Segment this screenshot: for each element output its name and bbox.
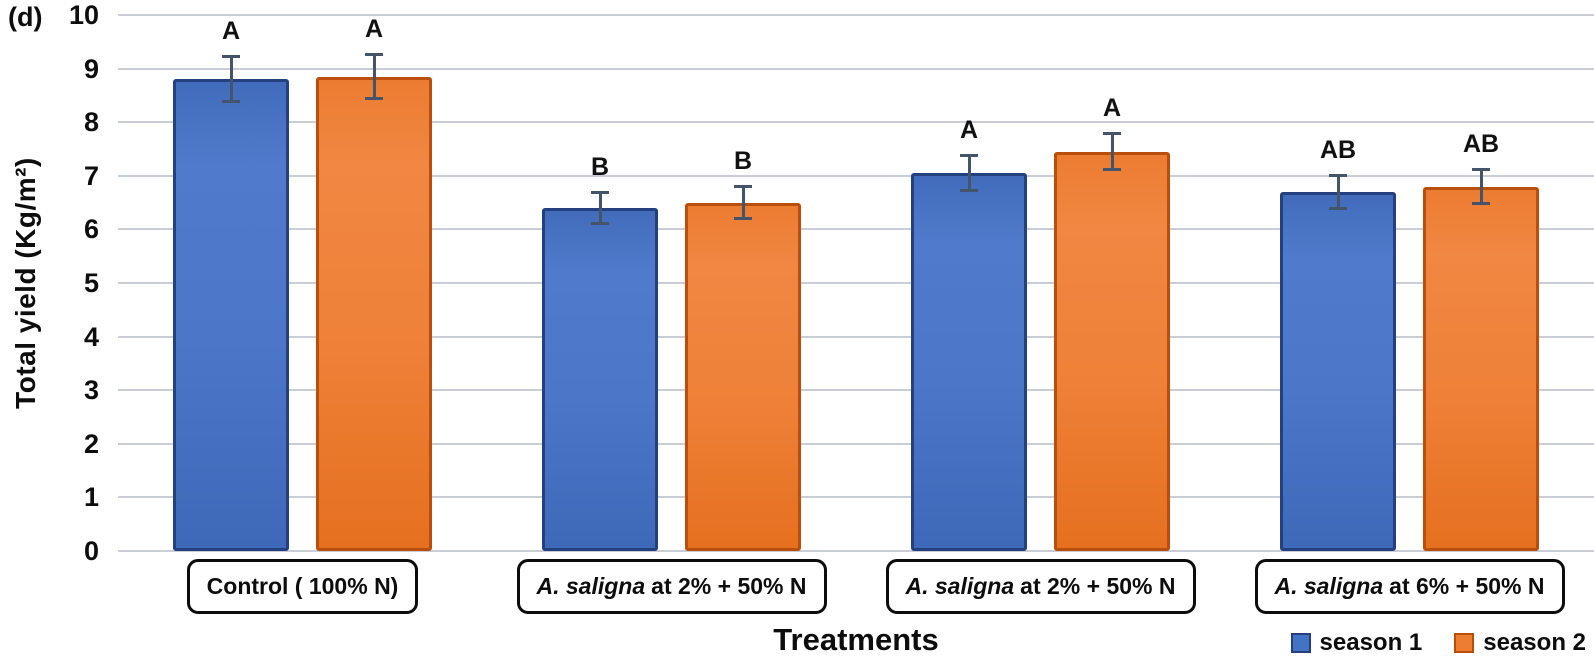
x-axis-title: Treatments <box>773 622 939 657</box>
error-bar <box>741 185 745 220</box>
category-cell: A. saligna at 2% + 50% N <box>487 559 856 614</box>
gridline <box>118 389 1594 392</box>
y-tick-label: 8 <box>83 107 99 138</box>
bar-season-2-group-3 <box>1054 151 1170 551</box>
gridline <box>118 121 1594 124</box>
bar-season-1-group-2 <box>542 207 658 551</box>
error-bar <box>598 190 602 226</box>
category-row: Control ( 100% N) A. saligna at 2% + 50% N… <box>118 559 1594 614</box>
y-tick-label: 7 <box>83 160 99 191</box>
bar-group-4: AB AB <box>1225 15 1594 551</box>
significance-letter: AB <box>1319 136 1357 165</box>
error-bar <box>229 55 233 104</box>
category-cell: Control ( 100% N) <box>118 559 487 614</box>
y-tick-label: 3 <box>83 375 99 406</box>
error-bar <box>372 53 376 101</box>
gridline <box>118 228 1594 231</box>
significance-letter: A <box>364 15 384 44</box>
bar-season-1-group-4 <box>1280 191 1396 551</box>
y-tick-label: 9 <box>83 53 99 84</box>
plot-area: A A B B A A AB AB <box>118 14 1594 552</box>
legend: season 1 season 2 <box>1280 629 1586 657</box>
species-name-italic: A. saligna <box>536 573 646 599</box>
legend-label: season 1 <box>1319 629 1423 656</box>
y-axis-ticks: 0 1 2 3 4 5 6 7 8 9 10 <box>0 0 99 566</box>
significance-letter: B <box>733 147 753 176</box>
bar-slot: AB <box>1280 15 1396 551</box>
gridline <box>118 67 1594 70</box>
y-tick-label: 2 <box>83 428 99 459</box>
panel-label: (d) <box>8 2 43 32</box>
y-tick-label: 4 <box>83 321 99 352</box>
y-tick-label: 10 <box>68 0 99 30</box>
bar-slot: A <box>911 15 1027 551</box>
bar-slot: B <box>542 15 658 551</box>
bar-slot: A <box>1054 15 1170 551</box>
category-label-box-3: A. saligna at 2% + 50% N <box>885 559 1196 614</box>
legend-item-season-2: season 2 <box>1454 629 1586 657</box>
bar-season-2-group-2 <box>685 202 801 551</box>
y-tick-label: 0 <box>83 536 99 566</box>
gridline <box>118 14 1594 16</box>
significance-letter: AB <box>1462 129 1500 158</box>
legend-swatch-icon <box>1454 633 1475 653</box>
significance-letter: B <box>590 152 610 181</box>
gridline <box>118 442 1594 445</box>
error-bar <box>1479 167 1483 206</box>
error-bar <box>1110 132 1114 171</box>
bar-slot: B <box>685 15 801 551</box>
bar-season-2-group-1 <box>316 76 432 551</box>
bar-season-1-group-3 <box>911 173 1027 551</box>
legend-label: season 2 <box>1483 629 1586 656</box>
gridline <box>118 282 1594 284</box>
y-tick-label: 1 <box>83 482 99 513</box>
species-name-italic: A. saligna <box>1274 573 1384 599</box>
category-label-box-2: A. saligna at 2% + 50% N <box>516 559 827 614</box>
category-label-box-4: A. saligna at 6% + 50% N <box>1254 559 1565 614</box>
significance-letter: A <box>959 116 979 145</box>
significance-letter: A <box>1102 94 1122 123</box>
legend-swatch-icon <box>1290 633 1311 653</box>
bar-season-1-group-1 <box>173 79 289 551</box>
y-tick-label: 5 <box>83 268 99 298</box>
y-tick-label: 6 <box>83 214 99 245</box>
bar-slot: A <box>316 15 432 551</box>
category-cell: A. saligna at 2% + 50% N <box>856 559 1225 614</box>
gridline <box>118 550 1594 552</box>
category-label-box-1: Control ( 100% N) <box>186 559 419 614</box>
bar-slot: A <box>173 15 289 551</box>
category-cell: A. saligna at 6% + 50% N <box>1225 559 1594 614</box>
species-name-italic: A. saligna <box>905 573 1015 599</box>
gridline <box>118 174 1594 177</box>
bar-slot: AB <box>1423 15 1539 551</box>
legend-item-season-1: season 1 <box>1290 629 1423 657</box>
gridline <box>118 335 1594 338</box>
bar-season-2-group-4 <box>1423 186 1539 551</box>
error-bar <box>1336 174 1340 210</box>
error-bar <box>967 154 971 192</box>
significance-letter: A <box>221 17 241 46</box>
gridline <box>118 496 1594 499</box>
